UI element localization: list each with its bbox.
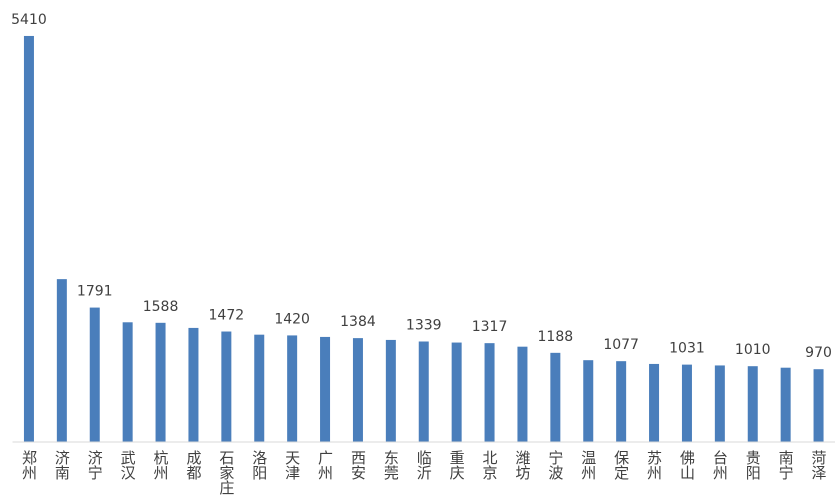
x-tick-label: 贵阳 [744,450,762,480]
x-tick-label: 潍坊 [513,450,531,481]
x-tick-label: 天津 [283,450,301,480]
bar [780,367,791,442]
bar [221,331,232,442]
bar [681,364,692,442]
data-label: 1077 [603,337,639,353]
x-tick-label: 菏泽 [810,450,828,480]
x-tick-label: 济宁 [86,450,104,480]
data-label: 1031 [669,341,705,357]
x-tick-label: 杭州 [152,450,170,480]
x-tick-label: 济南 [53,450,71,480]
x-tick-label: 石家庄 [217,450,235,495]
bar [352,338,363,442]
bar [813,369,824,442]
bar [484,343,495,442]
x-tick-label: 南宁 [777,450,795,480]
x-tick-label: 临沂 [415,450,433,480]
data-label: 1188 [538,329,574,345]
data-label: 1588 [143,299,179,315]
data-label: 5410 [11,12,47,28]
x-tick-label: 东莞 [382,450,400,481]
bar [616,361,627,442]
bar [517,346,528,442]
bar [583,360,594,442]
x-tick-label: 重庆 [448,450,466,480]
x-tick-label: 台州 [711,450,729,480]
bar [451,342,462,442]
bar [89,307,100,442]
bar [122,322,133,442]
x-tick-label: 洛阳 [250,450,268,480]
bar [550,352,561,442]
bar [188,327,199,442]
data-label: 1420 [274,311,310,327]
x-tick-label: 郑州 [20,450,38,480]
bar [155,322,166,442]
x-tick-label: 保定 [612,450,630,481]
bar [714,365,725,442]
data-label: 1384 [340,314,376,330]
bar [418,341,429,442]
x-tick-label: 武汉 [119,450,137,480]
data-label: 970 [805,345,832,361]
bar [320,336,331,442]
x-tick-label: 宁波 [546,450,564,480]
bar [649,363,660,442]
x-tick-label: 成都 [184,450,202,480]
data-label: 1010 [735,342,771,358]
bar [385,339,396,442]
data-label: 1472 [209,308,245,324]
bar [287,335,298,442]
data-label: 1791 [77,284,113,300]
x-tick-label: 佛山 [678,450,696,480]
x-tick-label: 北京 [481,450,499,481]
x-tick-label: 广州 [316,450,334,480]
data-label: 1317 [472,319,508,335]
bar [56,279,67,442]
x-tick-label: 温州 [579,450,597,480]
data-label: 1339 [406,318,442,334]
x-tick-label: 西安 [349,450,367,480]
bar [254,334,265,442]
bar [747,366,758,442]
bar [23,35,34,443]
x-tick-label: 苏州 [645,450,663,480]
